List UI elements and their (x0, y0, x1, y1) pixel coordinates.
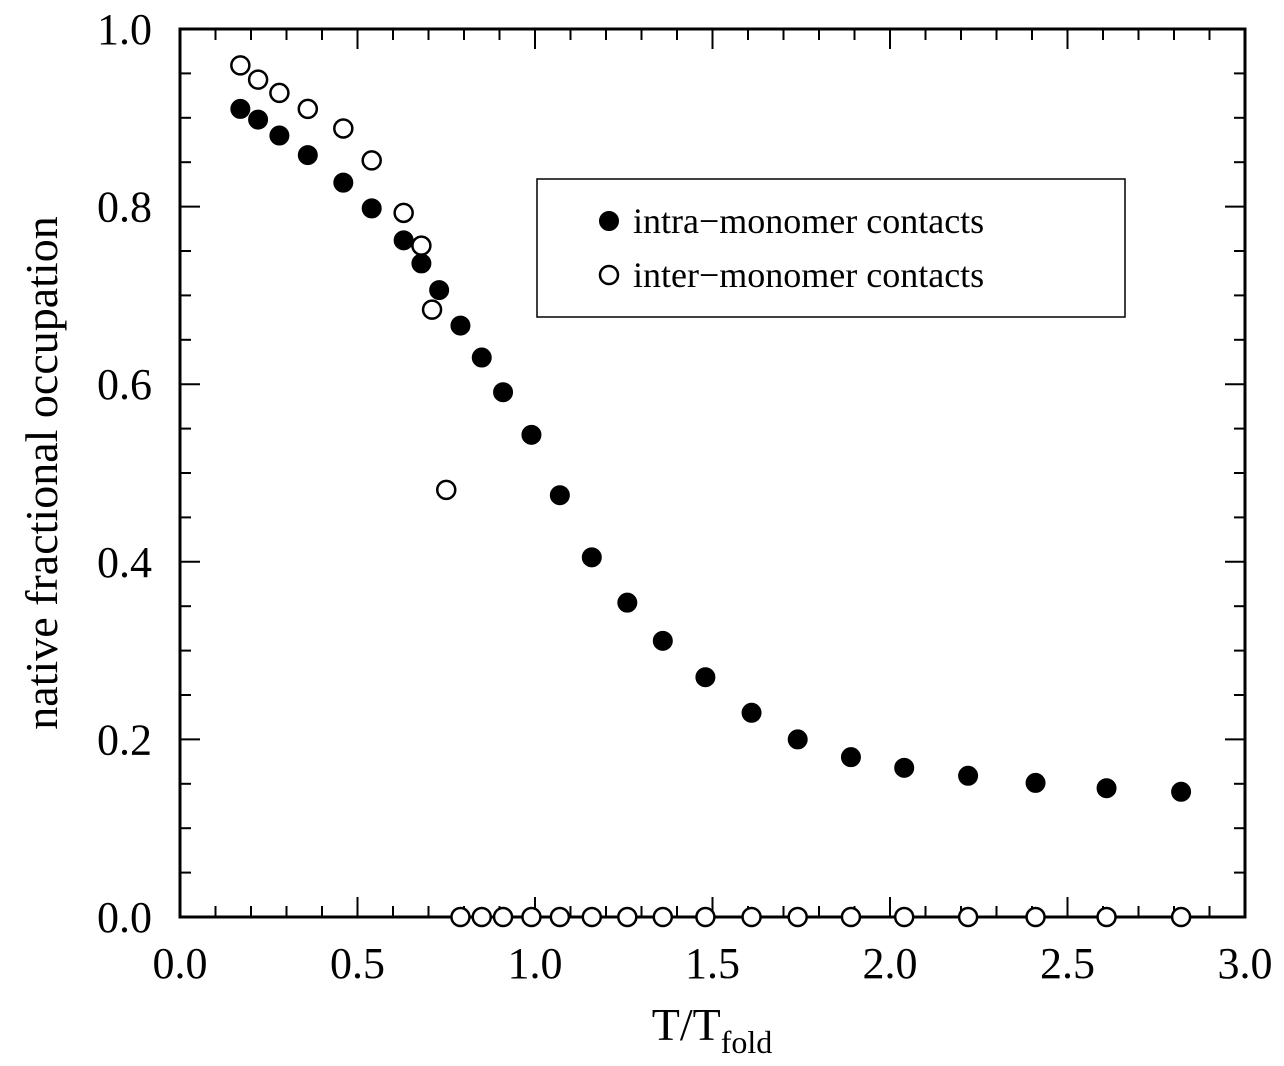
inter-monomer-point (1025, 906, 1046, 928)
inter-monomer-point (450, 906, 471, 928)
intra-monomer-point (652, 630, 673, 651)
intra-monomer-point (1025, 772, 1046, 793)
inter-monomer-point (436, 479, 457, 501)
intra-monomer-point (248, 109, 269, 130)
inter-monomer-point (840, 906, 862, 928)
inter-monomer-point (361, 150, 382, 171)
intra-monomer-point (450, 315, 471, 336)
intra-monomer-point (411, 253, 432, 274)
inter-monomer-point (247, 69, 269, 90)
legend-marker-intra (599, 211, 619, 231)
intra-monomer-point (1096, 778, 1117, 799)
inter-monomer-point (549, 906, 571, 928)
inter-monomer-point (741, 906, 762, 928)
y-tick-label: 0.0 (97, 893, 152, 942)
inter-monomer-point (695, 906, 716, 928)
inter-monomer-point (492, 906, 514, 928)
intra-monomer-point (471, 347, 492, 368)
intra-monomer-point (429, 280, 450, 301)
inter-monomer-point (421, 299, 443, 320)
x-tick-label: 3.0 (1218, 939, 1273, 988)
intra-monomer-point (393, 230, 414, 251)
inter-monomer-point (393, 202, 414, 224)
inter-monomer-point (411, 235, 432, 256)
intra-monomer-point (333, 172, 354, 193)
x-tick-label: 2.5 (1040, 939, 1095, 988)
inter-monomer-point (1096, 906, 1117, 928)
x-tick-label: 2.0 (863, 939, 918, 988)
inter-monomer-point (652, 906, 674, 928)
x-axis-title: T/Tfold (652, 999, 773, 1060)
intra-monomer-point (1171, 781, 1192, 802)
intra-monomer-point (269, 125, 290, 146)
inter-monomer-point (230, 55, 251, 76)
intra-monomer-point (894, 757, 915, 778)
legend: intra−monomer contacts inter−monomer con… (536, 178, 1126, 318)
y-tick-label: 0.4 (97, 538, 152, 587)
y-tick-label: 0.8 (97, 183, 152, 232)
intra-monomer-point (230, 98, 251, 119)
intra-monomer-point (581, 547, 602, 568)
plot-frame (178, 27, 1247, 919)
inter-monomer-point (521, 906, 542, 928)
legend-label-intra: intra−monomer contacts (633, 201, 984, 241)
y-tick-label: 0.2 (97, 715, 152, 764)
inter-monomer-point (297, 98, 319, 120)
inter-monomer-point (957, 906, 979, 928)
intra-monomer-point (741, 702, 762, 723)
x-axis-title-main: T/T (652, 999, 721, 1050)
intra-monomer-point (521, 424, 542, 445)
intra-monomer-point (787, 729, 808, 750)
inter-monomer-point (581, 906, 603, 928)
intra-monomer-point (361, 198, 382, 219)
intra-monomer-point (695, 667, 716, 688)
y-tick-label: 1.0 (97, 5, 152, 54)
y-axis-title: native fractional occupation (16, 216, 67, 729)
intra-monomer-point (617, 592, 638, 613)
intra-monomer-point (840, 747, 861, 768)
intra-monomer-point (549, 485, 570, 506)
legend-box (536, 178, 1126, 318)
inter-monomer-point (269, 82, 290, 104)
inter-monomer-point (1170, 906, 1192, 928)
x-tick-label: 1.5 (685, 939, 740, 988)
intra-monomer-point (297, 145, 318, 166)
inter-monomer-point (333, 118, 354, 139)
legend-marker-inter (598, 264, 620, 286)
axis-ticks (179, 28, 1246, 918)
x-tick-label: 1.0 (508, 939, 563, 988)
x-tick-label: 0.5 (330, 939, 385, 988)
data-points (230, 55, 1192, 928)
inter-monomer-point (617, 906, 638, 928)
legend-label-inter: inter−monomer contacts (633, 255, 984, 295)
x-axis-title-subscript: fold (721, 1024, 773, 1060)
inter-monomer-point (471, 906, 492, 928)
inter-monomer-point (893, 906, 915, 928)
intra-monomer-point (958, 765, 979, 786)
tick-labels: 0.0 0.5 1.0 1.5 2.0 2.5 3.0 0.0 0.2 0.4 0.6 0.8 1.0 (97, 5, 1273, 988)
y-tick-label: 0.6 (97, 360, 152, 409)
x-tick-label: 0.0 (153, 939, 208, 988)
inter-monomer-point (787, 906, 808, 928)
intra-monomer-point (493, 382, 514, 403)
